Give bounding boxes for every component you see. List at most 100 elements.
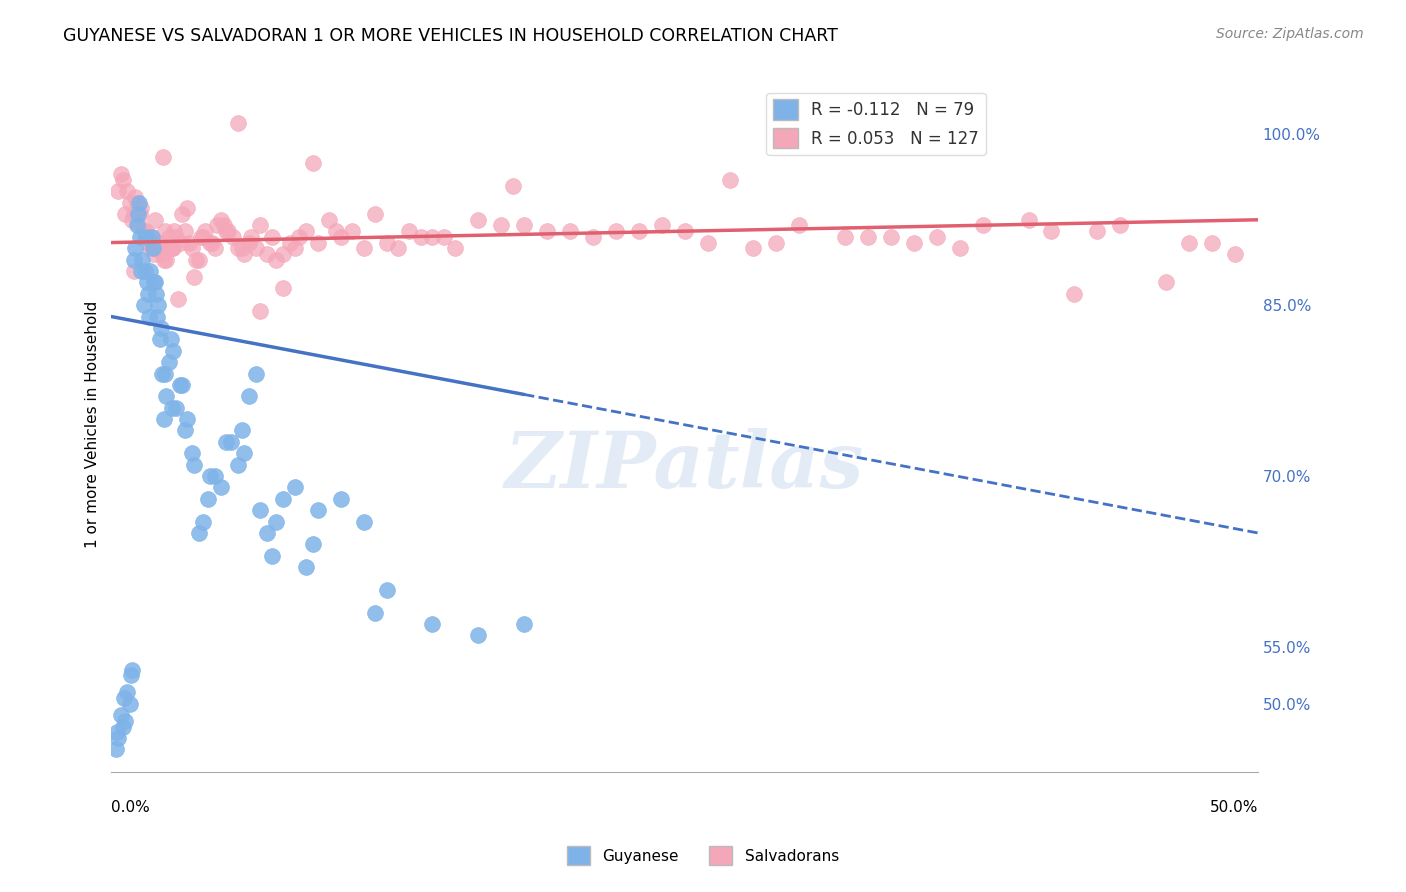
Point — [163, 224, 186, 238]
Point — [353, 241, 375, 255]
Point — [128, 219, 150, 233]
Point — [720, 173, 742, 187]
Point — [233, 247, 256, 261]
Point — [856, 230, 879, 244]
Point — [117, 184, 139, 198]
Point — [273, 491, 295, 506]
Point — [173, 424, 195, 438]
Point — [112, 691, 135, 706]
Point — [1178, 235, 1201, 250]
Point — [273, 247, 295, 261]
Point — [165, 230, 187, 244]
Point — [167, 293, 190, 307]
Point — [105, 725, 128, 739]
Point — [165, 401, 187, 415]
Point — [111, 173, 134, 187]
Point — [1109, 219, 1132, 233]
Point — [329, 491, 352, 506]
Point — [107, 731, 129, 745]
Point — [226, 116, 249, 130]
Point — [121, 212, 143, 227]
Point — [233, 446, 256, 460]
Point — [325, 224, 347, 238]
Point — [155, 224, 177, 238]
Point — [972, 219, 994, 233]
Point — [513, 219, 536, 233]
Point — [249, 219, 271, 233]
Point — [162, 241, 184, 255]
Point — [134, 264, 156, 278]
Point — [148, 241, 170, 255]
Point — [204, 241, 226, 255]
Point — [136, 230, 159, 244]
Point — [1154, 276, 1177, 290]
Point — [118, 697, 141, 711]
Point — [215, 434, 238, 449]
Point — [129, 230, 152, 244]
Point — [155, 389, 177, 403]
Point — [127, 207, 149, 221]
Point — [124, 190, 146, 204]
Point — [536, 224, 558, 238]
Point — [176, 412, 198, 426]
Point — [149, 321, 172, 335]
Point — [245, 241, 267, 255]
Point — [409, 230, 432, 244]
Point — [903, 235, 925, 250]
Point — [146, 310, 169, 324]
Point — [129, 264, 152, 278]
Point — [145, 241, 167, 255]
Point — [124, 241, 146, 255]
Point — [110, 708, 132, 723]
Point — [124, 252, 146, 267]
Point — [307, 235, 329, 250]
Point — [114, 207, 136, 221]
Point — [153, 412, 176, 426]
Point — [215, 224, 238, 238]
Point — [489, 219, 512, 233]
Point — [129, 207, 152, 221]
Text: Source: ZipAtlas.com: Source: ZipAtlas.com — [1216, 27, 1364, 41]
Point — [132, 298, 155, 312]
Point — [160, 332, 183, 346]
Point — [120, 668, 142, 682]
Point — [160, 241, 183, 255]
Point — [136, 286, 159, 301]
Point — [627, 224, 650, 238]
Point — [433, 230, 456, 244]
Point — [1223, 247, 1246, 261]
Point — [249, 304, 271, 318]
Legend: R = -0.112   N = 79, R = 0.053   N = 127: R = -0.112 N = 79, R = 0.053 N = 127 — [766, 93, 986, 155]
Point — [191, 230, 214, 244]
Point — [132, 224, 155, 238]
Point — [198, 469, 221, 483]
Point — [949, 241, 972, 255]
Text: 50.0%: 50.0% — [1209, 800, 1258, 815]
Point — [231, 424, 253, 438]
Text: GUYANESE VS SALVADORAN 1 OR MORE VEHICLES IN HOUSEHOLD CORRELATION CHART: GUYANESE VS SALVADORAN 1 OR MORE VEHICLE… — [63, 27, 838, 45]
Point — [145, 286, 167, 301]
Point — [153, 252, 176, 267]
Point — [1018, 212, 1040, 227]
Point — [444, 241, 467, 255]
Point — [375, 235, 398, 250]
Point — [179, 235, 201, 250]
Point — [318, 212, 340, 227]
Point — [249, 503, 271, 517]
Point — [180, 241, 202, 255]
Point — [150, 247, 173, 261]
Point — [217, 224, 239, 238]
Point — [143, 276, 166, 290]
Point — [138, 310, 160, 324]
Point — [125, 219, 148, 233]
Point — [467, 212, 489, 227]
Point — [340, 224, 363, 238]
Point — [180, 446, 202, 460]
Point — [605, 224, 627, 238]
Point — [117, 685, 139, 699]
Point — [226, 241, 249, 255]
Point — [125, 195, 148, 210]
Point — [245, 367, 267, 381]
Point — [139, 264, 162, 278]
Point — [205, 219, 228, 233]
